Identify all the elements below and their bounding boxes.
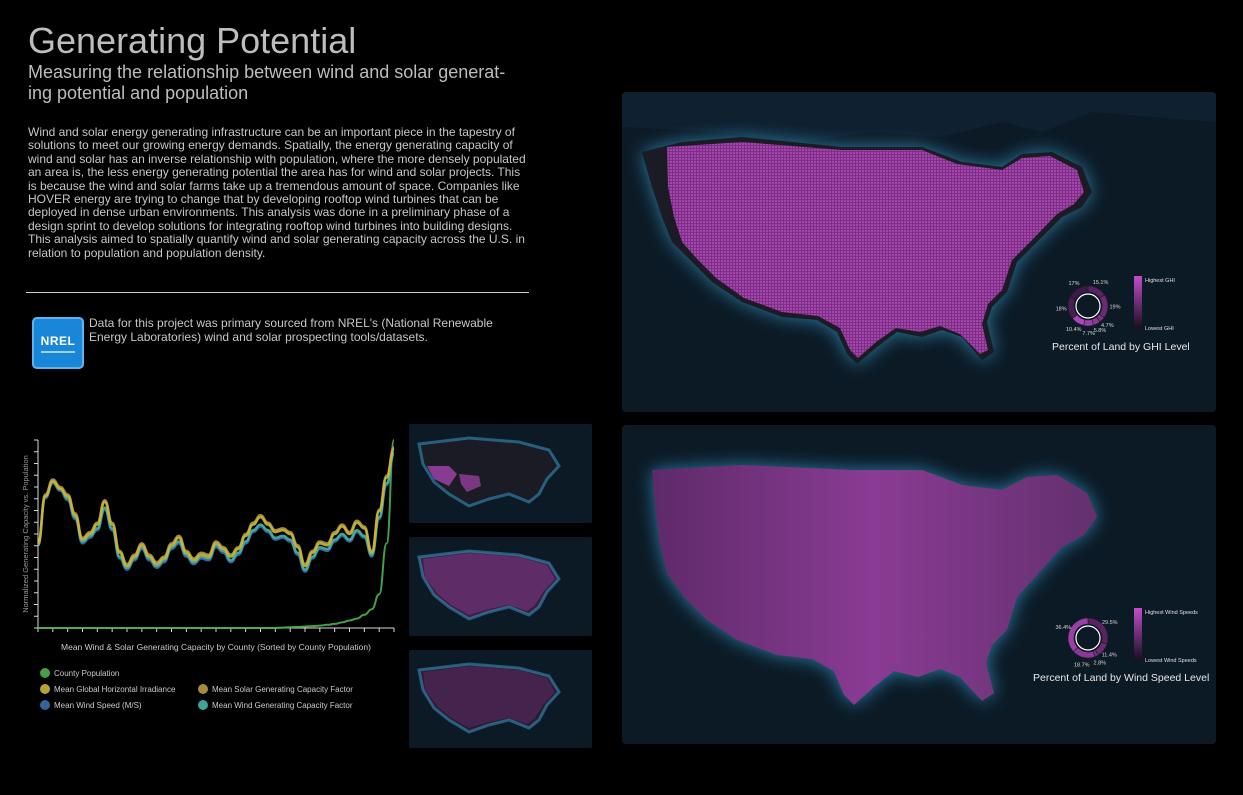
donut-slice-label: 29.5% <box>1102 620 1118 626</box>
ghi-donut: 15.1% 19% 4.7%5.8%7.7%10.4% 18% 17% Highest G… <box>1056 276 1175 337</box>
donut-slice-label: 2.8% <box>1094 660 1107 666</box>
wind-donut: 29.5% 11.4%2.8% 18.7% 36.4% Highest Wind Spe… <box>1055 608 1198 668</box>
donut-slice-label: 15.1% <box>1093 280 1109 286</box>
nrel-logo-text: NREL <box>40 333 76 348</box>
wind-map-panel <box>622 425 1216 744</box>
page-subtitle: Measuring the relationship between wind … <box>28 62 506 103</box>
series-line-county-population <box>38 439 395 629</box>
donut-slice <box>1098 294 1109 319</box>
ramp-low-label: Lowest Wind Speeds <box>1145 658 1197 664</box>
ghi-map-panel <box>622 92 1216 412</box>
donut-slice-label: 17% <box>1068 281 1079 287</box>
legend-item-county-population: County Population <box>40 668 119 678</box>
line-chart: Normalized Generating Capacity vs. Popul… <box>22 432 402 662</box>
legend-item-wind-speed: Mean Wind Speed (M/S) <box>40 700 142 710</box>
ramp-low-label: Lowest GHI <box>1145 326 1174 332</box>
nrel-logo: NREL <box>32 317 84 369</box>
donut-slice-label: 36.4% <box>1055 625 1071 631</box>
legend-label: Mean Solar Generating Capacity Factor <box>212 684 353 694</box>
series-line-mean-solar-generating-capacity-factor <box>36 446 396 566</box>
donut-center-ring <box>1075 293 1101 319</box>
color-ramp <box>1134 608 1142 660</box>
wind-donut-legend: 29.5% 11.4% 2.8% 18.7% 36.4% Highest Wind Spe… <box>1048 604 1208 669</box>
legend-swatch <box>40 684 50 694</box>
y-axis-label: Normalized Generating Capacity vs. Popul… <box>22 455 30 613</box>
page-title: Generating Potential <box>28 20 357 61</box>
donut-center-ring <box>1075 625 1101 651</box>
legend-item-wind-cf: Mean Wind Generating Capacity Factor <box>198 700 353 710</box>
donut-slice <box>1069 285 1089 300</box>
legend-label: Mean Wind Generating Capacity Factor <box>212 700 353 710</box>
donut-slice-label: 18.7% <box>1074 662 1090 668</box>
ghi-legend-caption: Percent of Land by GHI Level <box>1052 341 1190 353</box>
small-map-3-graphic <box>409 650 592 748</box>
legend-swatch <box>40 668 50 678</box>
donut-slice-label: 7.7% <box>1082 331 1095 337</box>
donut-slice-label: 18% <box>1056 307 1067 313</box>
divider <box>26 292 529 293</box>
series-line-mean-wind-generating-capacity-factor <box>36 451 396 571</box>
wind-legend-caption: Percent of Land by Wind Speed Level <box>1033 672 1210 684</box>
description-paragraph: Wind and solar energy generating infrast… <box>28 125 526 260</box>
x-axis-label: Mean Wind & Solar Generating Capacity by… <box>61 642 371 652</box>
legend-label: Mean Wind Speed (M/S) <box>54 700 142 710</box>
ghi-donut-legend: 15.1% 19% 4.7% 5.8% 7.7% 10.4% 18% 17% Highest G… <box>1048 272 1188 337</box>
legend-swatch <box>40 700 50 710</box>
donut-slice <box>1067 617 1089 652</box>
legend-item-solar-cf: Mean Solar Generating Capacity Factor <box>198 684 353 694</box>
ramp-high-label: Highest Wind Speeds <box>1145 610 1198 616</box>
donut-slice <box>1083 319 1094 327</box>
chart-legend: County Population Mean Global Horizontal… <box>40 668 380 718</box>
ghi-map <box>622 92 1216 412</box>
legend-label: County Population <box>54 668 120 678</box>
donut-slice-label: 4.7% <box>1101 323 1114 329</box>
legend-label: Mean Global Horizontal Irradiance <box>54 684 176 694</box>
legend-swatch <box>198 700 208 710</box>
nrel-logo-underline <box>41 350 75 353</box>
wind-map <box>622 425 1216 744</box>
small-map-1 <box>409 424 592 523</box>
line-chart-svg: Normalized Generating Capacity vs. Popul… <box>22 439 396 652</box>
color-ramp <box>1134 276 1142 328</box>
series-line-mean-global-horizontal-irradiance <box>36 448 396 568</box>
legend-item-ghi: Mean Global Horizontal Irradiance <box>40 684 175 694</box>
series-line-mean-wind-speed-m-s <box>36 453 396 573</box>
donut-slice-label: 5.8% <box>1094 328 1107 334</box>
donut-slice-label: 11.4% <box>1102 653 1117 659</box>
ramp-high-label: Highest GHI <box>1145 278 1175 284</box>
small-map-2-graphic <box>409 537 592 636</box>
donut-slice-label: 10.4% <box>1066 327 1082 333</box>
small-map-3 <box>409 650 592 748</box>
data-source-note: Data for this project was primary source… <box>89 316 493 344</box>
small-map-2 <box>409 537 592 636</box>
donut-slice-label: 19% <box>1109 304 1120 310</box>
small-map-1-graphic <box>409 424 592 523</box>
legend-swatch <box>198 684 208 694</box>
